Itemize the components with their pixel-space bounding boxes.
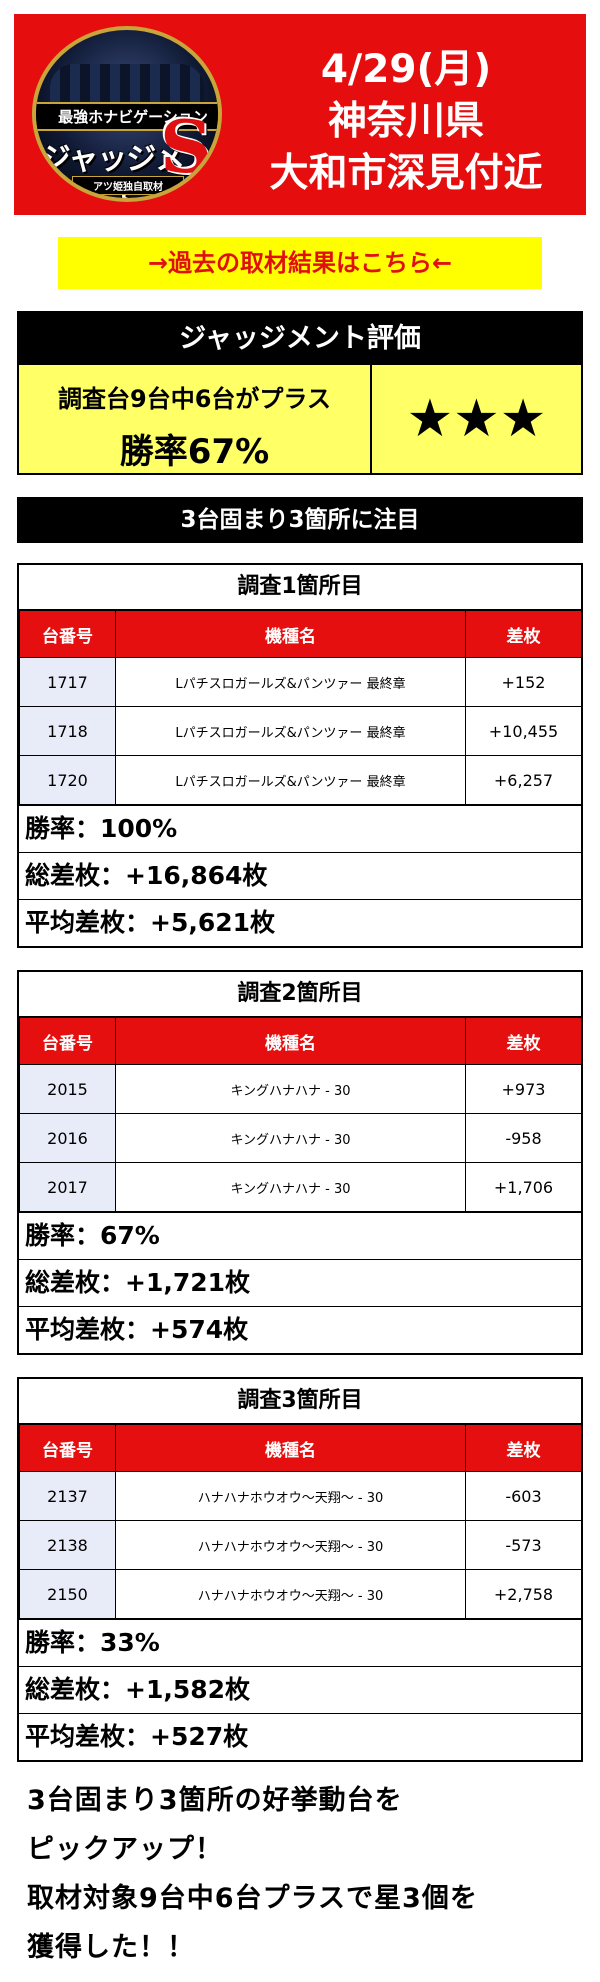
header-prefecture: 神奈川県 xyxy=(327,99,484,144)
machine-name: キングハナハナ - 30 xyxy=(115,1162,466,1212)
machine-no: 2015 xyxy=(19,1064,116,1114)
machine-name: ハナハナホウオウ～天翔～ - 30 xyxy=(115,1569,466,1619)
section-win-rate: 勝率：67% xyxy=(19,1212,581,1259)
section-average-diff: 平均差枚：+5,621枚 xyxy=(19,899,581,946)
col-header-machine: 機種名 xyxy=(115,1017,466,1065)
table-row: 1717 Lパチスロガールズ&パンツァー 最終章 +152 xyxy=(19,657,582,707)
coin-diff: +1,706 xyxy=(465,1162,582,1212)
table-row: 2150 ハナハナホウオウ～天翔～ - 30 +2,758 xyxy=(19,1569,582,1619)
coin-diff: +10,455 xyxy=(465,706,582,756)
col-header-machine: 機種名 xyxy=(115,610,466,658)
survey-section-1: 調査1箇所目 台番号 機種名 差枚 1717 Lパチスロガールズ&パンツァー 最… xyxy=(17,563,583,948)
col-header-diff: 差枚 xyxy=(465,610,582,658)
machine-no: 1718 xyxy=(19,706,116,756)
machine-no: 2017 xyxy=(19,1162,116,1212)
coin-diff: -603 xyxy=(465,1471,582,1521)
col-header-machine: 機種名 xyxy=(115,1424,466,1472)
table-row: 2137 ハナハナホウオウ～天翔～ - 30 -603 xyxy=(19,1471,582,1521)
machine-no: 2150 xyxy=(19,1569,116,1619)
machine-no: 2138 xyxy=(19,1520,116,1570)
logo-top-text: 最強ホナビゲーション xyxy=(36,102,218,131)
star-rating: ★★★ xyxy=(372,365,581,473)
coin-diff: +152 xyxy=(465,657,582,707)
machine-name: Lパチスロガールズ&パンツァー 最終章 xyxy=(115,706,466,756)
summary-comment: 3台固まり3箇所の好挙動台を ピックアップ！ 取材対象9台中6台プラスで星3個を… xyxy=(27,1776,587,1972)
section-average-diff: 平均差枚：+527枚 xyxy=(19,1713,581,1760)
evaluation-summary-cell: 調査台9台中6台がプラス 勝率67% xyxy=(19,365,372,473)
table-row: 2138 ハナハナホウオウ～天翔～ - 30 -573 xyxy=(19,1520,582,1570)
col-header-diff: 差枚 xyxy=(465,1017,582,1065)
past-results-link[interactable]: →過去の取材結果はこちら← xyxy=(58,237,542,289)
table-row: 1720 Lパチスロガールズ&パンツァー 最終章 +6,257 xyxy=(19,755,582,805)
focus-title: 3台固まり3箇所に注目 xyxy=(17,497,583,543)
coin-diff: +973 xyxy=(465,1064,582,1114)
survey-section-3: 調査3箇所目 台番号 機種名 差枚 2137 ハナハナホウオウ～天翔～ - 30… xyxy=(17,1377,583,1762)
coin-diff: -958 xyxy=(465,1113,582,1163)
header-banner: 最強ホナビゲーション ジャッジメント S アツ姫独自取材 4/29(月) 神奈川… xyxy=(14,14,586,215)
survey-table: 台番号 機種名 差枚 2137 ハナハナホウオウ～天翔～ - 30 -603 2… xyxy=(19,1424,582,1619)
comment-line: 獲得した！！ xyxy=(27,1932,195,1963)
judgement-s-logo: 最強ホナビゲーション ジャッジメント S アツ姫独自取材 xyxy=(32,26,222,202)
table-header-row: 台番号 機種名 差枚 xyxy=(19,610,582,658)
section-average-diff: 平均差枚：+574枚 xyxy=(19,1306,581,1353)
coin-diff: +6,257 xyxy=(465,755,582,805)
table-row: 2015 キングハナハナ - 30 +973 xyxy=(19,1064,582,1114)
logo-main-text: ジャッジメント xyxy=(40,142,215,198)
table-row: 2017 キングハナハナ - 30 +1,706 xyxy=(19,1162,582,1212)
logo-s-letter: S xyxy=(160,104,212,189)
table-header-row: 台番号 機種名 差枚 xyxy=(19,1424,582,1472)
section-total-diff: 総差枚：+16,864枚 xyxy=(19,852,581,899)
comment-line: 3台固まり3箇所の好挙動台を xyxy=(27,1785,403,1816)
machine-no: 2137 xyxy=(19,1471,116,1521)
section-total-diff: 総差枚：+1,582枚 xyxy=(19,1666,581,1713)
table-row: 2016 キングハナハナ - 30 -958 xyxy=(19,1113,582,1163)
coin-diff: -573 xyxy=(465,1520,582,1570)
header-date: 4/29(月) xyxy=(320,47,492,92)
col-header-no: 台番号 xyxy=(19,1424,116,1472)
machine-name: Lパチスロガールズ&パンツァー 最終章 xyxy=(115,657,466,707)
section-title: 調査1箇所目 xyxy=(19,565,581,610)
col-header-no: 台番号 xyxy=(19,610,116,658)
machine-no: 1717 xyxy=(19,657,116,707)
section-title: 調査3箇所目 xyxy=(19,1379,581,1424)
survey-table: 台番号 機種名 差枚 1717 Lパチスロガールズ&パンツァー 最終章 +152… xyxy=(19,610,582,805)
table-header-row: 台番号 機種名 差枚 xyxy=(19,1017,582,1065)
header-area: 大和市深見付近 xyxy=(269,151,543,196)
machine-name: ハナハナホウオウ～天翔～ - 30 xyxy=(115,1520,466,1570)
header-text: 4/29(月) 神奈川県 大和市深見付近 xyxy=(236,44,576,200)
table-row: 1718 Lパチスロガールズ&パンツァー 最終章 +10,455 xyxy=(19,706,582,756)
section-title: 調査2箇所目 xyxy=(19,972,581,1017)
evaluation-summary: 調査台9台中6台がプラス xyxy=(58,385,331,413)
machine-no: 1720 xyxy=(19,755,116,805)
survey-table: 台番号 機種名 差枚 2015 キングハナハナ - 30 +973 2016 キ… xyxy=(19,1017,582,1212)
coin-diff: +2,758 xyxy=(465,1569,582,1619)
machine-name: ハナハナホウオウ～天翔～ - 30 xyxy=(115,1471,466,1521)
survey-section-2: 調査2箇所目 台番号 機種名 差枚 2015 キングハナハナ - 30 +973… xyxy=(17,970,583,1355)
col-header-no: 台番号 xyxy=(19,1017,116,1065)
col-header-diff: 差枚 xyxy=(465,1424,582,1472)
comment-line: 取材対象9台中6台プラスで星3個を xyxy=(27,1883,478,1914)
machine-name: キングハナハナ - 30 xyxy=(115,1064,466,1114)
section-total-diff: 総差枚：+1,721枚 xyxy=(19,1259,581,1306)
machine-no: 2016 xyxy=(19,1113,116,1163)
section-win-rate: 勝率：100% xyxy=(19,805,581,852)
machine-name: キングハナハナ - 30 xyxy=(115,1113,466,1163)
comment-line: ピックアップ！ xyxy=(27,1834,223,1865)
evaluation-win-rate: 勝率67% xyxy=(119,432,270,472)
logo-sub-text: アツ姫独自取材 xyxy=(72,176,184,195)
machine-name: Lパチスロガールズ&パンツァー 最終章 xyxy=(115,755,466,805)
section-win-rate: 勝率：33% xyxy=(19,1619,581,1666)
evaluation-title: ジャッジメント評価 xyxy=(19,313,581,365)
evaluation-box: ジャッジメント評価 調査台9台中6台がプラス 勝率67% ★★★ xyxy=(17,311,583,475)
